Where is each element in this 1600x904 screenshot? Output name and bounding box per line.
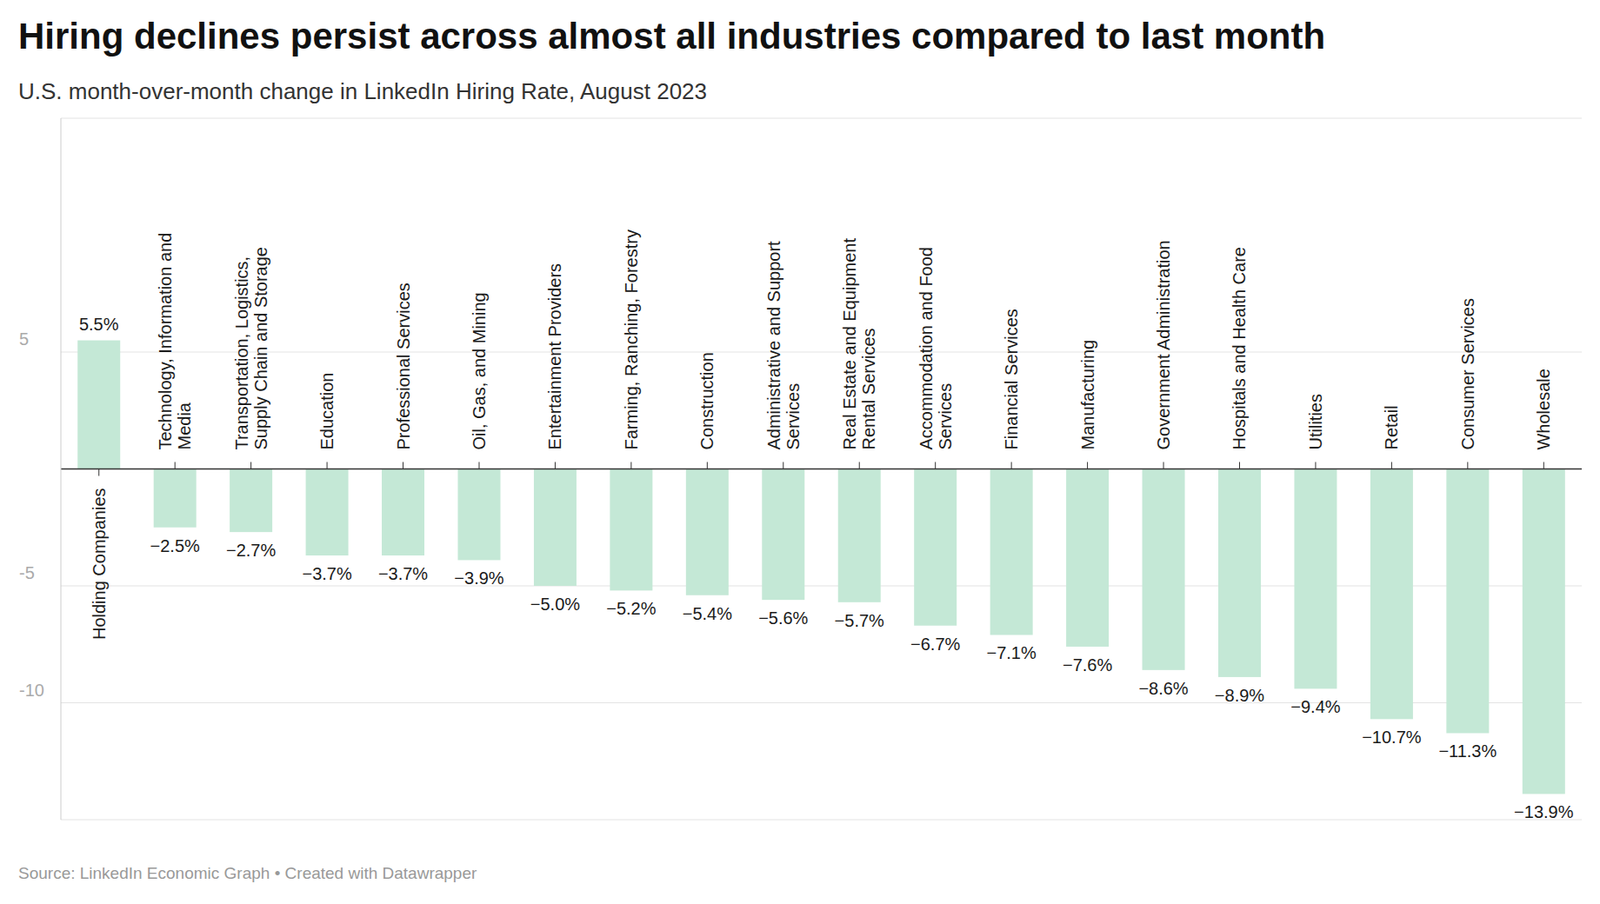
svg-text:−5.4%: −5.4% (682, 604, 733, 624)
svg-text:Consumer Services: Consumer Services (1458, 298, 1478, 451)
svg-text:5.5%: 5.5% (79, 314, 120, 334)
svg-text:−13.9%: −13.9% (1513, 802, 1574, 820)
html-text:Source: LinkedIn Economic Grap: Source: LinkedIn Economic Graph • Create… (18, 864, 477, 883)
svg-text:−5.7%: −5.7% (834, 611, 885, 631)
svg-text:−5.2%: −5.2% (606, 599, 656, 619)
svg-text:−2.7%: −2.7% (226, 540, 276, 560)
svg-text:−8.6%: −8.6% (1138, 679, 1188, 699)
svg-text:Retail: Retail (1381, 405, 1401, 450)
svg-text:−11.3%: −11.3% (1438, 741, 1497, 761)
svg-text:-10: -10 (19, 680, 45, 700)
svg-text:5: 5 (19, 329, 29, 349)
svg-text:Construction: Construction (697, 352, 717, 450)
svg-text:−10.7%: −10.7% (1361, 727, 1422, 747)
html-text:Hiring declines persist across: Hiring declines persist across almost al… (18, 15, 1326, 57)
svg-text:−8.9%: −8.9% (1214, 686, 1265, 706)
svg-text:−3.9%: −3.9% (453, 568, 504, 588)
svg-text:−5.0%: −5.0% (530, 594, 580, 614)
svg-text:−3.7%: −3.7% (378, 564, 428, 584)
svg-text:Education: Education (317, 373, 337, 451)
svg-text:Oil, Gas, and Mining: Oil, Gas, and Mining (469, 292, 489, 450)
svg-text:Government Administration: Government Administration (1153, 240, 1174, 450)
svg-text:Professional Services: Professional Services (393, 282, 414, 450)
svg-text:−2.5%: −2.5% (150, 536, 200, 556)
svg-text:Wholesale: Wholesale (1533, 368, 1554, 450)
svg-text:Technology, Information andMed: Technology, Information andMedia (155, 233, 194, 451)
svg-text:Administrative and SupportServ: Administrative and SupportServices (764, 240, 803, 451)
svg-text:Transportation, Logistics,Supp: Transportation, Logistics,Supply Chain a… (232, 246, 271, 451)
svg-text:Hospitals and Health Care: Hospitals and Health Care (1229, 246, 1249, 450)
svg-text:Entertainment Providers: Entertainment Providers (545, 263, 565, 451)
svg-text:−3.7%: −3.7% (301, 564, 352, 584)
svg-text:-5: -5 (19, 563, 35, 583)
svg-text:−5.6%: −5.6% (758, 608, 808, 628)
svg-text:−9.4%: −9.4% (1290, 697, 1340, 717)
svg-text:−6.7%: −6.7% (910, 634, 960, 654)
html-text:U.S. month-over-month change i: U.S. month-over-month change in LinkedIn… (18, 78, 707, 105)
svg-text:−7.1%: −7.1% (986, 643, 1037, 663)
svg-text:Manufacturing: Manufacturing (1078, 340, 1098, 451)
svg-text:Holding Companies: Holding Companies (89, 488, 109, 641)
svg-text:Real Estate and EquipmentRenta: Real Estate and EquipmentRental Services (840, 238, 879, 451)
svg-text:Financial Services: Financial Services (1001, 308, 1021, 450)
svg-text:Farming, Ranching, Forestry: Farming, Ranching, Forestry (621, 229, 641, 450)
svg-text:−7.6%: −7.6% (1062, 655, 1113, 675)
svg-text:Utilities: Utilities (1306, 393, 1326, 450)
svg-text:Accommodation and FoodServices: Accommodation and FoodServices (916, 246, 955, 450)
